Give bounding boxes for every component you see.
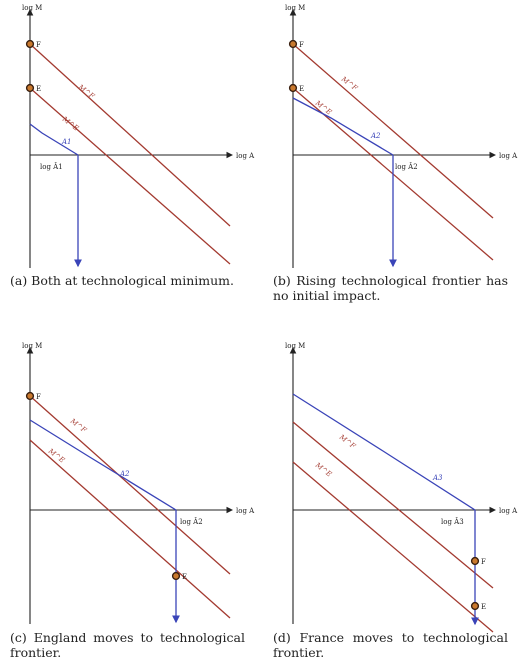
blue-curve-a3	[292, 393, 476, 511]
me-curve-label: M^E	[46, 447, 66, 465]
panel-b: log M log A M^F M^E A2 log Â2 F E (b) Ri…	[263, 0, 525, 335]
blue-curve-label: A1	[61, 138, 72, 146]
y-axis-label: log M	[22, 342, 42, 350]
diagram-c: log M log A M^F M^E A2 log Â2 F E	[22, 342, 255, 624]
point-e-label: E	[182, 573, 187, 581]
diagram-d: log M log A M^F M^E A3 log Â3 F E	[285, 342, 518, 633]
diagram-a: log M log A M^F M^E A1 log Â1 F E	[22, 4, 255, 268]
blue-curve-a2	[29, 419, 177, 511]
threshold-label: log Â1	[40, 162, 63, 171]
point-e-label: E	[299, 85, 304, 93]
diagram-b: log M log A M^F M^E A2 log Â2 F E	[285, 4, 518, 268]
point-e	[470, 601, 480, 611]
point-e-label: E	[481, 603, 486, 611]
blue-curve-a1	[29, 123, 79, 156]
panel-a: log M log A M^F M^E A1 log Â1 F E (a) Bo…	[0, 0, 262, 335]
panel-d: log M log A M^F M^E A3 log Â3 F E (d) Fr…	[263, 336, 525, 671]
caption-a: (a) Both at technological minimum.	[10, 273, 235, 288]
blue-curve-label: A3	[432, 474, 443, 482]
me-curve-label: M^E	[313, 461, 333, 479]
mf-curve-label: M^F	[76, 83, 97, 101]
point-f-label: F	[36, 393, 41, 401]
threshold-label: log Â2	[395, 162, 418, 171]
me-curve	[29, 439, 231, 619]
point-f-label: F	[36, 41, 41, 49]
point-f-label: F	[299, 41, 304, 49]
x-axis-label: log A	[236, 152, 255, 160]
caption-d: (d) France moves to technological fronti…	[273, 630, 508, 660]
mf-curve	[292, 43, 494, 219]
me-curve	[29, 87, 231, 265]
x-axis-label: log A	[236, 507, 255, 515]
x-axis-label: log A	[499, 152, 518, 160]
mf-curve	[29, 395, 231, 575]
point-f	[25, 39, 35, 49]
blue-curve-a2	[292, 97, 394, 156]
point-e	[171, 571, 181, 581]
y-axis-label: log M	[285, 342, 305, 350]
y-axis-label: log M	[285, 4, 305, 12]
blue-curve-label: A2	[119, 470, 130, 478]
y-axis-label: log M	[22, 4, 42, 12]
mf-curve	[292, 421, 494, 589]
panel-c: log M log A M^F M^E A2 log Â2 F E (c) En…	[0, 336, 262, 671]
point-f	[25, 391, 35, 401]
point-f	[470, 556, 480, 566]
point-e-label: E	[36, 85, 41, 93]
point-f	[288, 39, 298, 49]
mf-curve-label: M^F	[337, 433, 358, 451]
blue-curve-label: A2	[370, 132, 381, 140]
threshold-label: log Â3	[441, 517, 464, 526]
point-e	[288, 83, 298, 93]
point-e	[25, 83, 35, 93]
mf-curve	[29, 43, 231, 227]
point-f-label: F	[481, 558, 486, 566]
caption-c: (c) England moves to technological front…	[10, 630, 245, 660]
x-axis-label: log A	[499, 507, 518, 515]
me-curve-label: M^E	[60, 115, 80, 133]
me-curve	[292, 461, 494, 633]
threshold-label: log Â2	[180, 517, 203, 526]
caption-b: (b) Rising technological frontier has no…	[273, 273, 508, 303]
mf-curve-label: M^F	[339, 75, 360, 93]
